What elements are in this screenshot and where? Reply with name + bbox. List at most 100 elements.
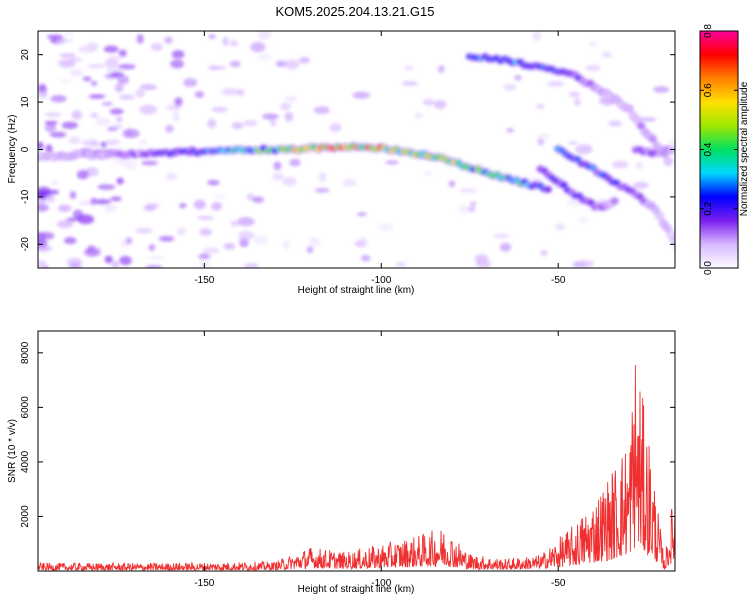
heatmap-cell: [111, 124, 124, 130]
heatmap-cell: [565, 200, 582, 206]
spectrogram-y-ticks: -20 -10 0 10 20: [20, 49, 675, 252]
heatmap-cell: [467, 206, 476, 212]
colorbar-tick-label: 0.6: [703, 83, 714, 97]
heatmap-cell: [577, 217, 590, 223]
heatmap-cell: [77, 200, 95, 206]
heatmap-cell: [652, 207, 660, 213]
heatmap-cell: [118, 49, 127, 57]
y-tick-label: -10: [20, 189, 31, 204]
heatmap-cell: [221, 87, 239, 96]
heatmap-cell: [139, 104, 158, 115]
heatmap-cell: [313, 106, 330, 115]
heatmap-cell: [57, 58, 76, 68]
heatmap-cell: [145, 265, 163, 268]
heatmap-cell: [674, 245, 675, 250]
heatmap-cell: [176, 228, 187, 235]
heatmap-cell: [38, 259, 46, 268]
heatmap-cell: [46, 34, 63, 40]
heatmap-cell: [211, 106, 228, 113]
snr-y-axis-label: SNR (10 * v/v): [7, 419, 18, 483]
heatmap-cell: [194, 90, 205, 99]
heatmap-cell: [44, 122, 57, 133]
heatmap-cell: [113, 159, 129, 165]
heatmap-cell: [82, 76, 92, 82]
heatmap-cell: [298, 56, 311, 64]
heatmap-cell: [568, 91, 580, 98]
heatmap-cell: [49, 131, 67, 138]
heatmap-cell: [275, 60, 288, 67]
heatmap-cell: [243, 120, 258, 127]
heatmap-cell: [625, 105, 633, 112]
heatmap-cell: [577, 260, 595, 268]
heatmap-cell: [207, 179, 220, 186]
heatmap-cell: [183, 77, 198, 88]
y-tick-label: -20: [20, 237, 31, 252]
heatmap-cell: [352, 91, 371, 99]
heatmap-cell: [289, 158, 301, 167]
heatmap-cell: [318, 172, 327, 183]
heatmap-cell: [223, 242, 236, 250]
heatmap-cell: [166, 104, 181, 111]
heatmap-cell: [250, 42, 266, 53]
y-tick-label: 20: [20, 49, 31, 61]
heatmap-cell: [243, 262, 259, 268]
heatmap-cell: [170, 59, 185, 69]
heatmap-cell: [148, 244, 156, 252]
heatmap-cell: [125, 128, 133, 138]
y-tick-label: 4000: [20, 450, 31, 473]
heatmap-cell: [231, 122, 244, 130]
heatmap-cell: [273, 161, 282, 171]
heatmap-cell: [104, 255, 113, 264]
heatmap-cell: [554, 223, 566, 231]
heatmap-cell: [193, 199, 206, 210]
heatmap-cell: [230, 220, 240, 227]
heatmap-cell: [87, 63, 105, 69]
heatmap-cell: [90, 197, 97, 206]
heatmap-cell: [270, 118, 277, 127]
heatmap-cell: [38, 90, 48, 99]
heatmap-cell: [158, 235, 175, 242]
heatmap-cell: [493, 233, 510, 239]
heatmap-cell: [64, 237, 77, 245]
heatmap-cell: [44, 120, 59, 125]
heatmap-cell: [117, 63, 136, 70]
heatmap-cell: [280, 102, 292, 111]
spectrogram-x-axis-label: Height of straight line (km): [298, 285, 415, 296]
heatmap-cell: [174, 97, 183, 107]
heatmap-cell: [61, 121, 79, 129]
heatmap-cell: [125, 237, 133, 245]
heatmap-cell: [57, 204, 72, 212]
heatmap-cell: [378, 222, 394, 232]
heatmap-cell: [150, 43, 163, 51]
heatmap-cell: [544, 186, 552, 193]
heatmap-cell: [360, 254, 371, 262]
heatmap-cell: [38, 83, 46, 92]
heatmap-cell: [45, 144, 53, 154]
heatmap-cell: [38, 141, 44, 150]
heatmap-cell: [230, 39, 238, 47]
x-tick-label: -100: [371, 578, 391, 589]
heatmap-cell: [633, 117, 641, 123]
heatmap-cell: [401, 81, 419, 86]
x-tick-label: -100: [371, 275, 391, 286]
spectrogram-x-ticks: -150 -100 -50: [194, 31, 566, 286]
colorbar-gradient: [700, 31, 738, 268]
heatmap-cell: [272, 173, 284, 181]
heatmap-cell: [237, 217, 255, 227]
snr-series-line: [38, 364, 675, 571]
heatmap-cell: [81, 139, 99, 147]
heatmap-cell: [77, 214, 95, 225]
snr-panel: -150 -100 -50 2000 4000 6000 8000 Height of s…: [7, 330, 676, 595]
heatmap-cell: [84, 247, 101, 257]
heatmap-cell: [173, 111, 180, 122]
heatmap-cell: [212, 194, 228, 200]
heatmap-cell: [546, 80, 565, 87]
heatmap-cell: [110, 71, 124, 77]
heatmap-cell: [281, 177, 297, 187]
colorbar-label: Normalized spectral amplitude: [739, 81, 750, 216]
chart-title: KOM5.2025.204.13.21.G15: [275, 4, 434, 19]
heatmap-cell: [635, 161, 644, 170]
heatmap-cell: [637, 122, 645, 129]
snr-plot-frame: [37, 330, 676, 572]
heatmap-cell: [104, 203, 117, 213]
